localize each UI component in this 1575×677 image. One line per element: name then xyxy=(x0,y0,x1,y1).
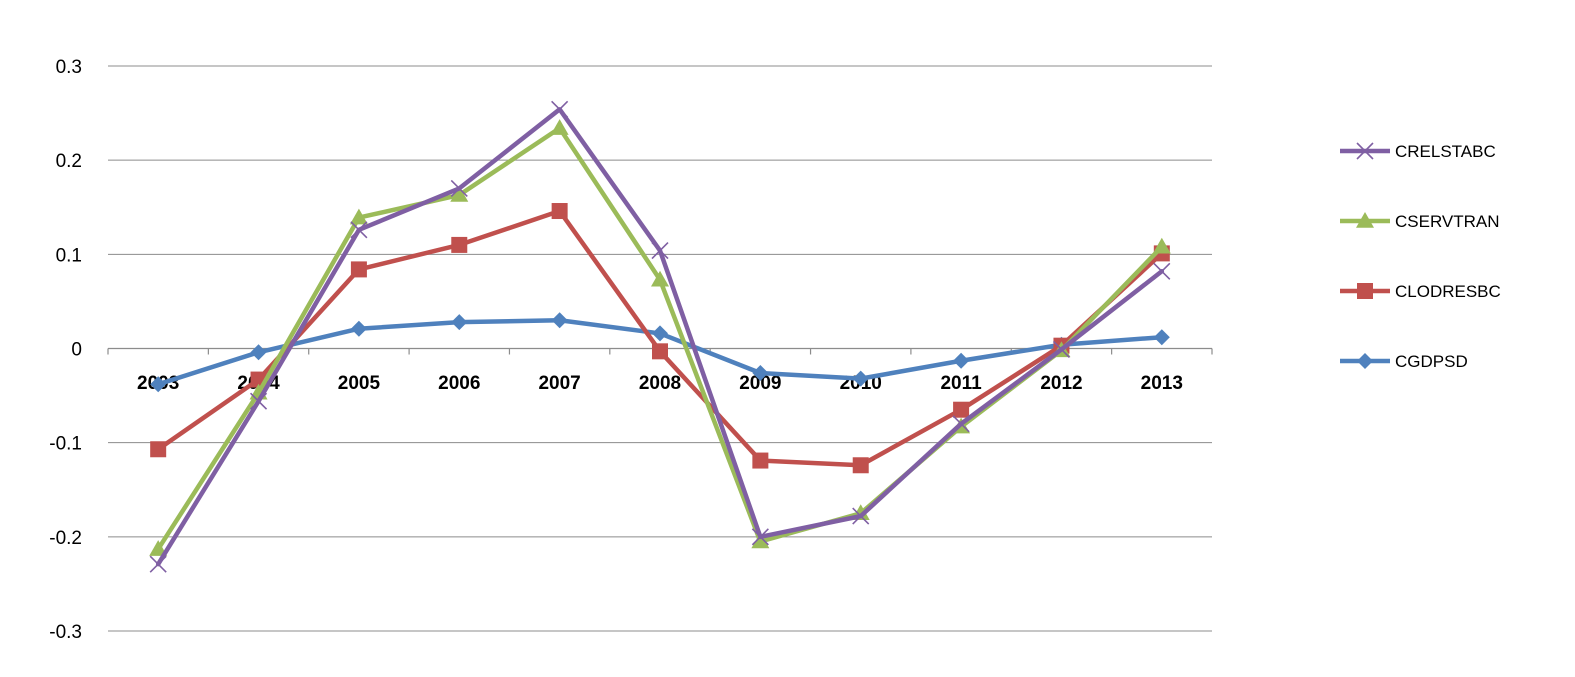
legend-swatch-marker xyxy=(1356,142,1374,160)
data-point-cgdpsd xyxy=(250,344,267,361)
legend: CRELSTABC CSERVTRAN CLODRESBC CGDPSD xyxy=(1340,142,1501,371)
data-point-cgdpsd xyxy=(150,376,167,393)
legend-label: CSERVTRAN xyxy=(1395,212,1500,231)
data-point-crelstabc xyxy=(751,528,769,546)
data-point-clodresbc xyxy=(953,401,970,418)
legend-label: CRELSTABC xyxy=(1395,142,1496,161)
data-point-clodresbc xyxy=(752,452,769,469)
data-point-crelstabc xyxy=(852,507,870,525)
x-tick-label: 2006 xyxy=(438,373,480,394)
x-tick-label: 2012 xyxy=(1040,373,1082,394)
marker-stroke xyxy=(751,528,769,546)
data-point-clodresbc xyxy=(551,203,568,220)
data-point-crelstabc xyxy=(1153,262,1171,280)
y-tick-label: 0.2 xyxy=(56,151,82,172)
y-tick-label: 0.3 xyxy=(56,57,82,78)
data-point-cgdpsd xyxy=(752,364,769,381)
legend-item-clodresbc: CLODRESBC xyxy=(1340,282,1501,301)
legend-item-cservtran: CSERVTRAN xyxy=(1340,212,1500,231)
data-point-cgdpsd xyxy=(652,325,668,342)
x-tick-label: 2011 xyxy=(940,373,982,394)
data-point-clodresbc xyxy=(451,236,468,253)
data-point-crelstabc xyxy=(450,179,468,197)
data-point-cservtran xyxy=(349,208,368,225)
marker-stroke xyxy=(149,555,167,573)
data-point-clodresbc xyxy=(652,343,668,360)
marker-stroke xyxy=(1356,142,1374,160)
x-tick-label: 2009 xyxy=(739,373,781,394)
legend-swatch-marker xyxy=(1357,353,1373,369)
data-point-crelstabc xyxy=(149,555,167,573)
data-point-cservtran xyxy=(149,540,168,556)
series-clodresbc xyxy=(150,203,1170,474)
series-crelstabc xyxy=(149,100,1171,573)
y-tick-label: 0.1 xyxy=(56,245,82,266)
y-tick-label: -0.1 xyxy=(49,434,82,455)
marker-stroke xyxy=(1153,262,1171,280)
x-tick-label: 2008 xyxy=(639,373,681,394)
data-point-crelstabc xyxy=(249,392,268,410)
x-tick-label: 2005 xyxy=(338,373,381,394)
data-point-cservtran xyxy=(1152,237,1171,254)
legend-swatch-marker xyxy=(1357,283,1373,299)
data-point-cgdpsd xyxy=(451,314,468,331)
data-point-crelstabc xyxy=(551,100,569,118)
legend-label: CLODRESBC xyxy=(1395,282,1501,301)
x-tick-label: 2007 xyxy=(538,373,580,394)
y-tick-label: -0.2 xyxy=(49,528,82,549)
series-group xyxy=(149,100,1171,573)
legend-item-cgdpsd: CGDPSD xyxy=(1340,352,1468,371)
marker-stroke xyxy=(651,242,669,260)
marker-stroke xyxy=(350,221,368,239)
marker-stroke xyxy=(852,507,870,525)
data-point-cgdpsd xyxy=(551,312,568,329)
data-point-clodresbc xyxy=(150,441,167,458)
data-point-clodresbc xyxy=(852,457,869,474)
data-point-crelstabc xyxy=(952,415,970,433)
x-tick-label: 2013 xyxy=(1141,373,1183,394)
data-point-cservtran xyxy=(450,186,469,202)
data-point-crelstabc xyxy=(651,242,669,260)
series-cgdpsd xyxy=(150,312,1170,393)
marker-stroke xyxy=(952,415,970,433)
data-point-crelstabc xyxy=(1052,340,1071,359)
data-point-cgdpsd xyxy=(350,320,367,337)
marker-stroke xyxy=(1052,340,1071,359)
legend-swatch-marker xyxy=(1356,212,1374,228)
y-tick-label: -0.3 xyxy=(49,622,82,643)
data-point-cservtran xyxy=(651,270,669,287)
data-point-clodresbc xyxy=(350,261,367,278)
y-axis-tick-labels: 0.3 0.2 0.1 0 -0.1 -0.2 -0.3 xyxy=(49,57,82,643)
legend-item-crelstabc: CRELSTABC xyxy=(1340,142,1496,161)
data-point-cservtran xyxy=(550,119,569,135)
marker-stroke xyxy=(450,179,468,197)
legend-label: CGDPSD xyxy=(1395,352,1468,371)
marker-stroke xyxy=(249,392,268,410)
marker-stroke xyxy=(551,100,569,118)
data-point-crelstabc xyxy=(350,221,368,239)
data-point-cgdpsd xyxy=(953,352,970,369)
y-tick-label: 0 xyxy=(71,340,82,361)
data-point-cgdpsd xyxy=(852,370,869,387)
data-point-cservtran xyxy=(751,532,770,549)
data-point-cgdpsd xyxy=(1153,329,1170,346)
